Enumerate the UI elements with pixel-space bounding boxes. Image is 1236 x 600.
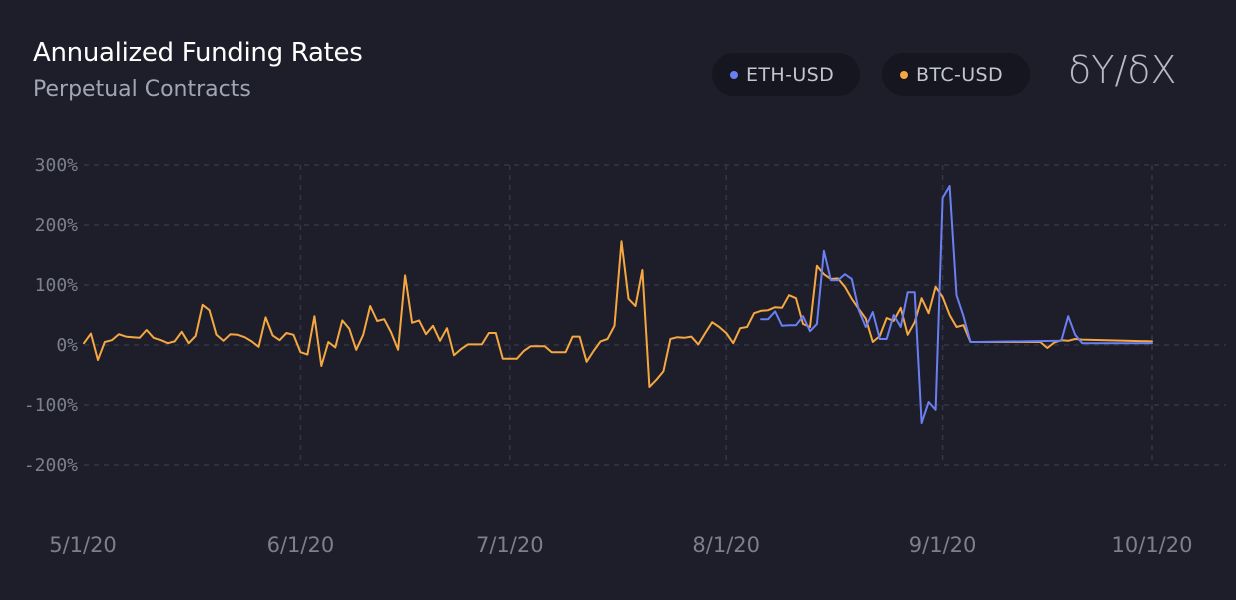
x-tick-label: 6/1/20	[267, 533, 335, 557]
x-tick-label: 7/1/20	[476, 533, 544, 557]
legend-label-btc-usd: BTC-USD	[916, 63, 1004, 86]
x-tick-label: 8/1/20	[692, 533, 760, 557]
series-line-btc-usd[interactable]	[83, 240, 1153, 388]
y-tick-label: -200%	[24, 455, 78, 476]
y-tick-label: 200%	[35, 215, 79, 236]
chart-series	[83, 185, 1153, 424]
legend-item-eth-usd[interactable]: ETH-USD	[712, 53, 860, 96]
btc-legend-dot-icon	[900, 70, 908, 79]
brand-logo: δY/δX	[1068, 48, 1177, 92]
legend-item-btc-usd[interactable]: BTC-USD	[882, 53, 1030, 96]
x-tick-label: 10/1/20	[1112, 533, 1193, 557]
series-line-eth-usd[interactable]	[760, 185, 1153, 424]
chart-grid	[84, 164, 1226, 466]
eth-legend-dot-icon	[730, 70, 738, 79]
y-tick-label: 300%	[35, 155, 79, 176]
chart-subtitle: Perpetual Contracts	[33, 77, 251, 102]
y-tick-label: 0%	[56, 335, 78, 356]
y-axis-ticks: 300% 200% 100% 0% -100% -200%	[24, 155, 78, 476]
legend-label-eth-usd: ETH-USD	[746, 63, 835, 86]
chart-title: Annualized Funding Rates	[33, 38, 363, 68]
y-tick-label: -100%	[24, 395, 78, 416]
y-tick-label: 100%	[35, 275, 79, 296]
x-tick-label: 9/1/20	[909, 533, 977, 557]
x-tick-label: 5/1/20	[49, 533, 117, 557]
x-axis-ticks: 5/1/20 6/1/20 7/1/20 8/1/20 9/1/20 10/1/20	[49, 533, 1192, 557]
